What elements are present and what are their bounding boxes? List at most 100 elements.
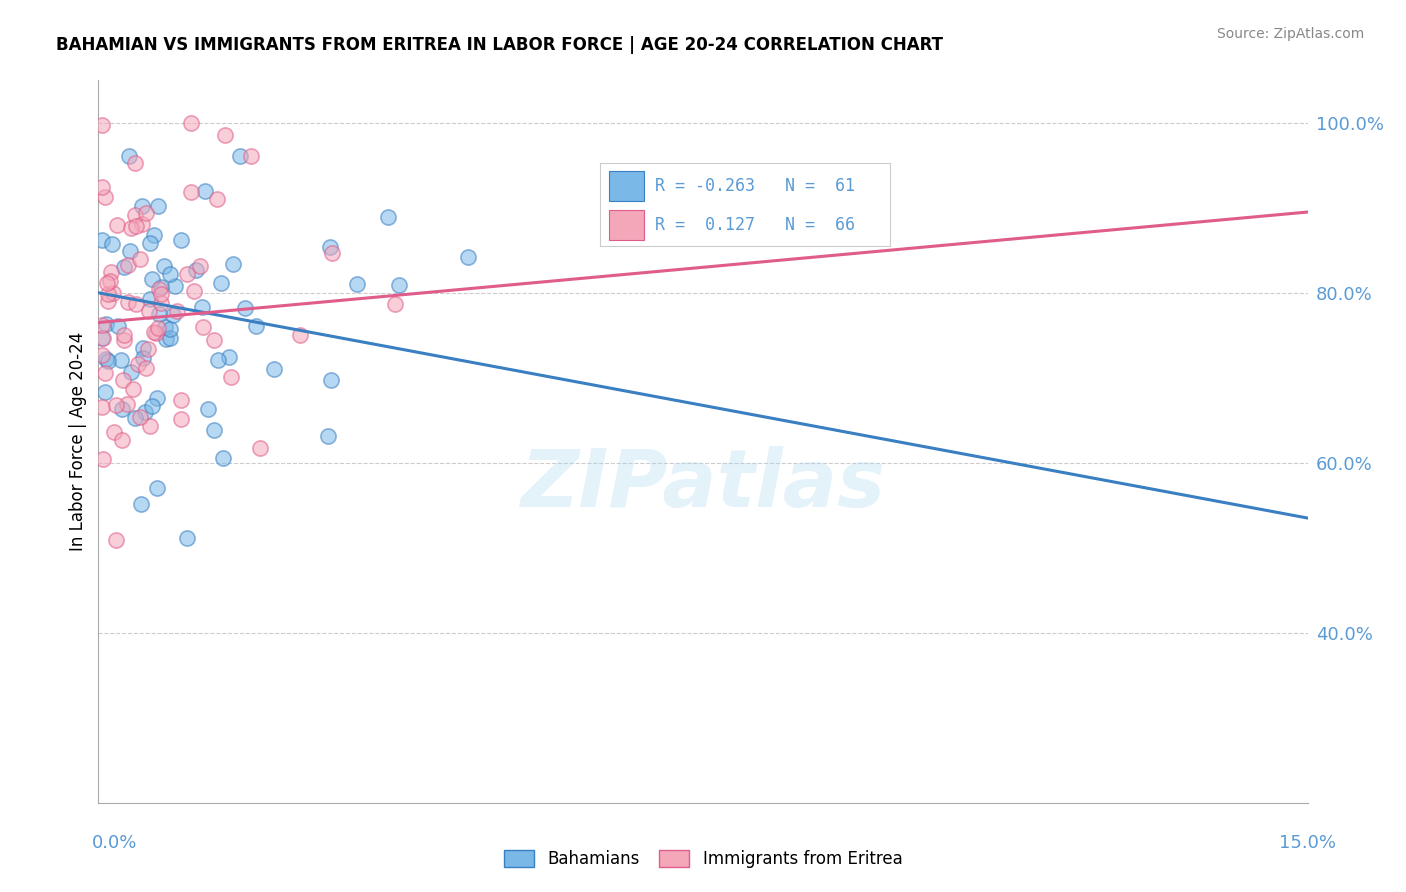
Point xyxy=(145,481,167,495)
Point xyxy=(159,331,181,345)
Point xyxy=(117,294,139,309)
Point xyxy=(148,307,170,321)
Point xyxy=(131,199,153,213)
Point xyxy=(148,282,170,296)
Point xyxy=(288,328,311,343)
Point xyxy=(159,321,181,335)
Text: ZIPatlas: ZIPatlas xyxy=(520,446,886,524)
Point xyxy=(239,148,262,162)
Point xyxy=(91,118,114,132)
Point xyxy=(94,190,117,204)
Point xyxy=(91,233,114,247)
Point xyxy=(155,332,177,346)
Text: BAHAMIAN VS IMMIGRANTS FROM ERITREA IN LABOR FORCE | AGE 20-24 CORRELATION CHART: BAHAMIAN VS IMMIGRANTS FROM ERITREA IN L… xyxy=(56,36,943,54)
Point xyxy=(91,452,114,467)
Point xyxy=(184,263,207,277)
Point xyxy=(190,259,212,273)
Point xyxy=(120,365,142,379)
Point xyxy=(141,272,163,286)
Point xyxy=(193,320,215,334)
Point xyxy=(194,184,217,198)
Point xyxy=(124,410,146,425)
Point xyxy=(122,383,145,397)
Point xyxy=(129,409,152,424)
Point xyxy=(152,260,174,274)
Point xyxy=(155,320,177,334)
Point xyxy=(316,428,339,442)
Point xyxy=(149,296,172,310)
Point xyxy=(97,353,120,368)
Point xyxy=(145,326,167,340)
Point xyxy=(91,330,114,344)
Point xyxy=(94,317,117,331)
Point xyxy=(110,352,132,367)
Point xyxy=(146,199,169,213)
Point xyxy=(211,450,233,465)
Point xyxy=(219,370,242,384)
Point xyxy=(131,217,153,231)
Point xyxy=(101,236,124,251)
Text: 15.0%: 15.0% xyxy=(1278,834,1336,852)
Point xyxy=(139,293,162,307)
Point xyxy=(197,402,219,417)
Point xyxy=(132,341,155,355)
Point xyxy=(97,294,120,309)
Point xyxy=(112,333,135,347)
Point xyxy=(101,285,124,300)
Point xyxy=(191,300,214,314)
Point xyxy=(214,128,236,143)
Y-axis label: In Labor Force | Age 20-24: In Labor Force | Age 20-24 xyxy=(69,332,87,551)
Point xyxy=(118,244,141,258)
Point xyxy=(218,350,240,364)
Text: 0.0%: 0.0% xyxy=(91,834,136,852)
Point xyxy=(135,360,157,375)
Point xyxy=(129,497,152,511)
Point xyxy=(129,252,152,267)
Point xyxy=(111,402,134,417)
Point xyxy=(100,265,122,279)
Point xyxy=(143,227,166,242)
Point xyxy=(143,326,166,340)
Point xyxy=(103,425,125,439)
Point xyxy=(91,330,114,344)
Point xyxy=(91,348,114,362)
Point xyxy=(169,234,191,248)
Point xyxy=(207,192,229,206)
Point xyxy=(105,533,128,547)
Point xyxy=(127,357,149,371)
Point xyxy=(125,296,148,310)
Point xyxy=(110,433,132,447)
Point xyxy=(613,187,636,202)
Point xyxy=(165,278,187,293)
Point xyxy=(249,441,271,455)
Point xyxy=(91,400,114,414)
Point xyxy=(94,352,117,367)
Legend: Bahamians, Immigrants from Eritrea: Bahamians, Immigrants from Eritrea xyxy=(496,843,910,875)
Point xyxy=(145,391,167,405)
Point xyxy=(457,251,479,265)
Point xyxy=(107,318,129,333)
Point xyxy=(146,320,169,334)
Point xyxy=(94,366,117,380)
Point xyxy=(107,218,129,232)
Point xyxy=(91,180,114,194)
Point xyxy=(135,206,157,220)
Point xyxy=(94,385,117,400)
Point xyxy=(245,318,267,333)
Point xyxy=(229,149,252,163)
Point xyxy=(112,260,135,275)
Point xyxy=(149,286,172,301)
Point xyxy=(221,257,243,271)
Point xyxy=(319,240,342,254)
Point xyxy=(377,210,399,224)
Point xyxy=(176,267,198,281)
Point xyxy=(112,328,135,343)
Point xyxy=(384,297,406,311)
Point xyxy=(96,276,118,290)
Point xyxy=(346,277,368,291)
Point xyxy=(141,399,163,413)
Point xyxy=(169,411,191,425)
Point xyxy=(97,287,120,301)
Point xyxy=(319,373,342,387)
Point xyxy=(150,280,173,294)
